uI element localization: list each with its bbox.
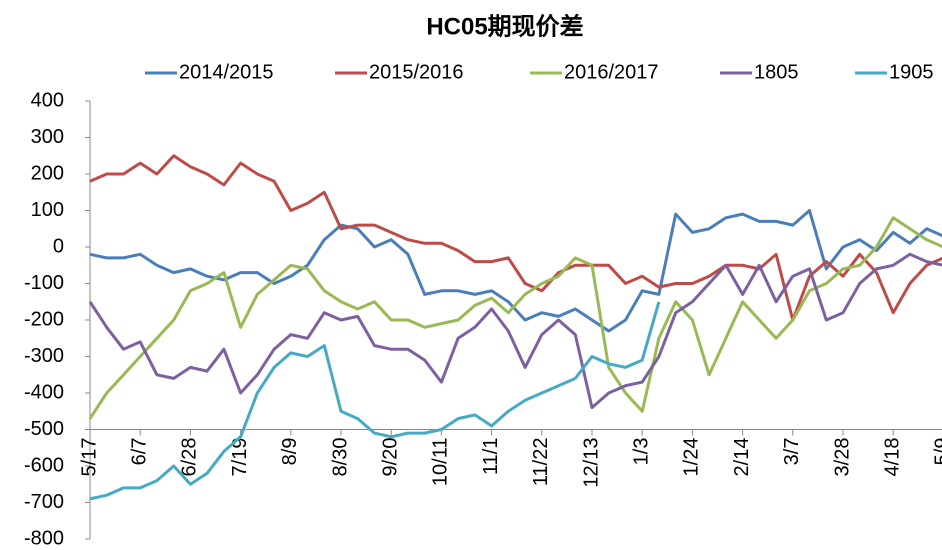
y-tick-label: -700 xyxy=(24,491,64,513)
y-tick-label: -200 xyxy=(24,308,64,330)
x-tick-label: 11/22 xyxy=(530,438,552,487)
x-tick-label: 6/28 xyxy=(179,438,201,477)
x-tick-label: 1/24 xyxy=(681,438,703,477)
series-line xyxy=(88,216,942,420)
y-tick-label: 300 xyxy=(31,126,64,148)
legend-label: 1805 xyxy=(754,61,799,83)
x-tick-label: 7/19 xyxy=(229,438,251,477)
x-tick-label: 10/11 xyxy=(430,438,452,487)
x-tick-label: 3/28 xyxy=(831,438,853,477)
y-tick-label: 100 xyxy=(31,199,64,221)
series-line xyxy=(89,209,942,333)
x-tick-label: 6/7 xyxy=(128,438,150,466)
legend-label: 1905 xyxy=(889,61,934,83)
y-tick-label: 200 xyxy=(31,162,64,184)
x-tick-label: 1/3 xyxy=(630,438,652,466)
y-tick-label: -500 xyxy=(24,418,64,440)
y-tick-label: -800 xyxy=(24,527,64,549)
legend-label: 2016/2017 xyxy=(564,61,659,83)
x-tick-label: 5/9 xyxy=(932,438,942,466)
series-line xyxy=(89,154,942,322)
series-line xyxy=(88,252,942,410)
y-tick-label: -100 xyxy=(24,272,64,294)
x-tick-label: 12/13 xyxy=(580,438,602,488)
legend-label: 2014/2015 xyxy=(179,61,274,83)
x-tick-label: 3/7 xyxy=(781,438,803,466)
x-tick-label: 5/17 xyxy=(78,438,100,477)
y-tick-label: -400 xyxy=(24,381,64,403)
x-tick-label: 4/18 xyxy=(881,438,903,477)
y-tick-label: -300 xyxy=(24,345,64,367)
x-tick-label: 2/14 xyxy=(731,438,753,477)
legend-label: 2015/2016 xyxy=(369,61,464,83)
x-tick-label: 8/30 xyxy=(329,438,351,477)
x-tick-label: 8/9 xyxy=(279,438,301,466)
y-tick-label: -600 xyxy=(24,454,64,476)
x-tick-label: 11/1 xyxy=(480,437,502,474)
y-tick-label: 0 xyxy=(53,235,64,257)
y-tick-label: 400 xyxy=(31,89,64,111)
x-tick-label: 9/20 xyxy=(379,438,401,477)
series-line xyxy=(89,301,661,501)
chart-title: HC05期现价差 xyxy=(426,12,583,40)
